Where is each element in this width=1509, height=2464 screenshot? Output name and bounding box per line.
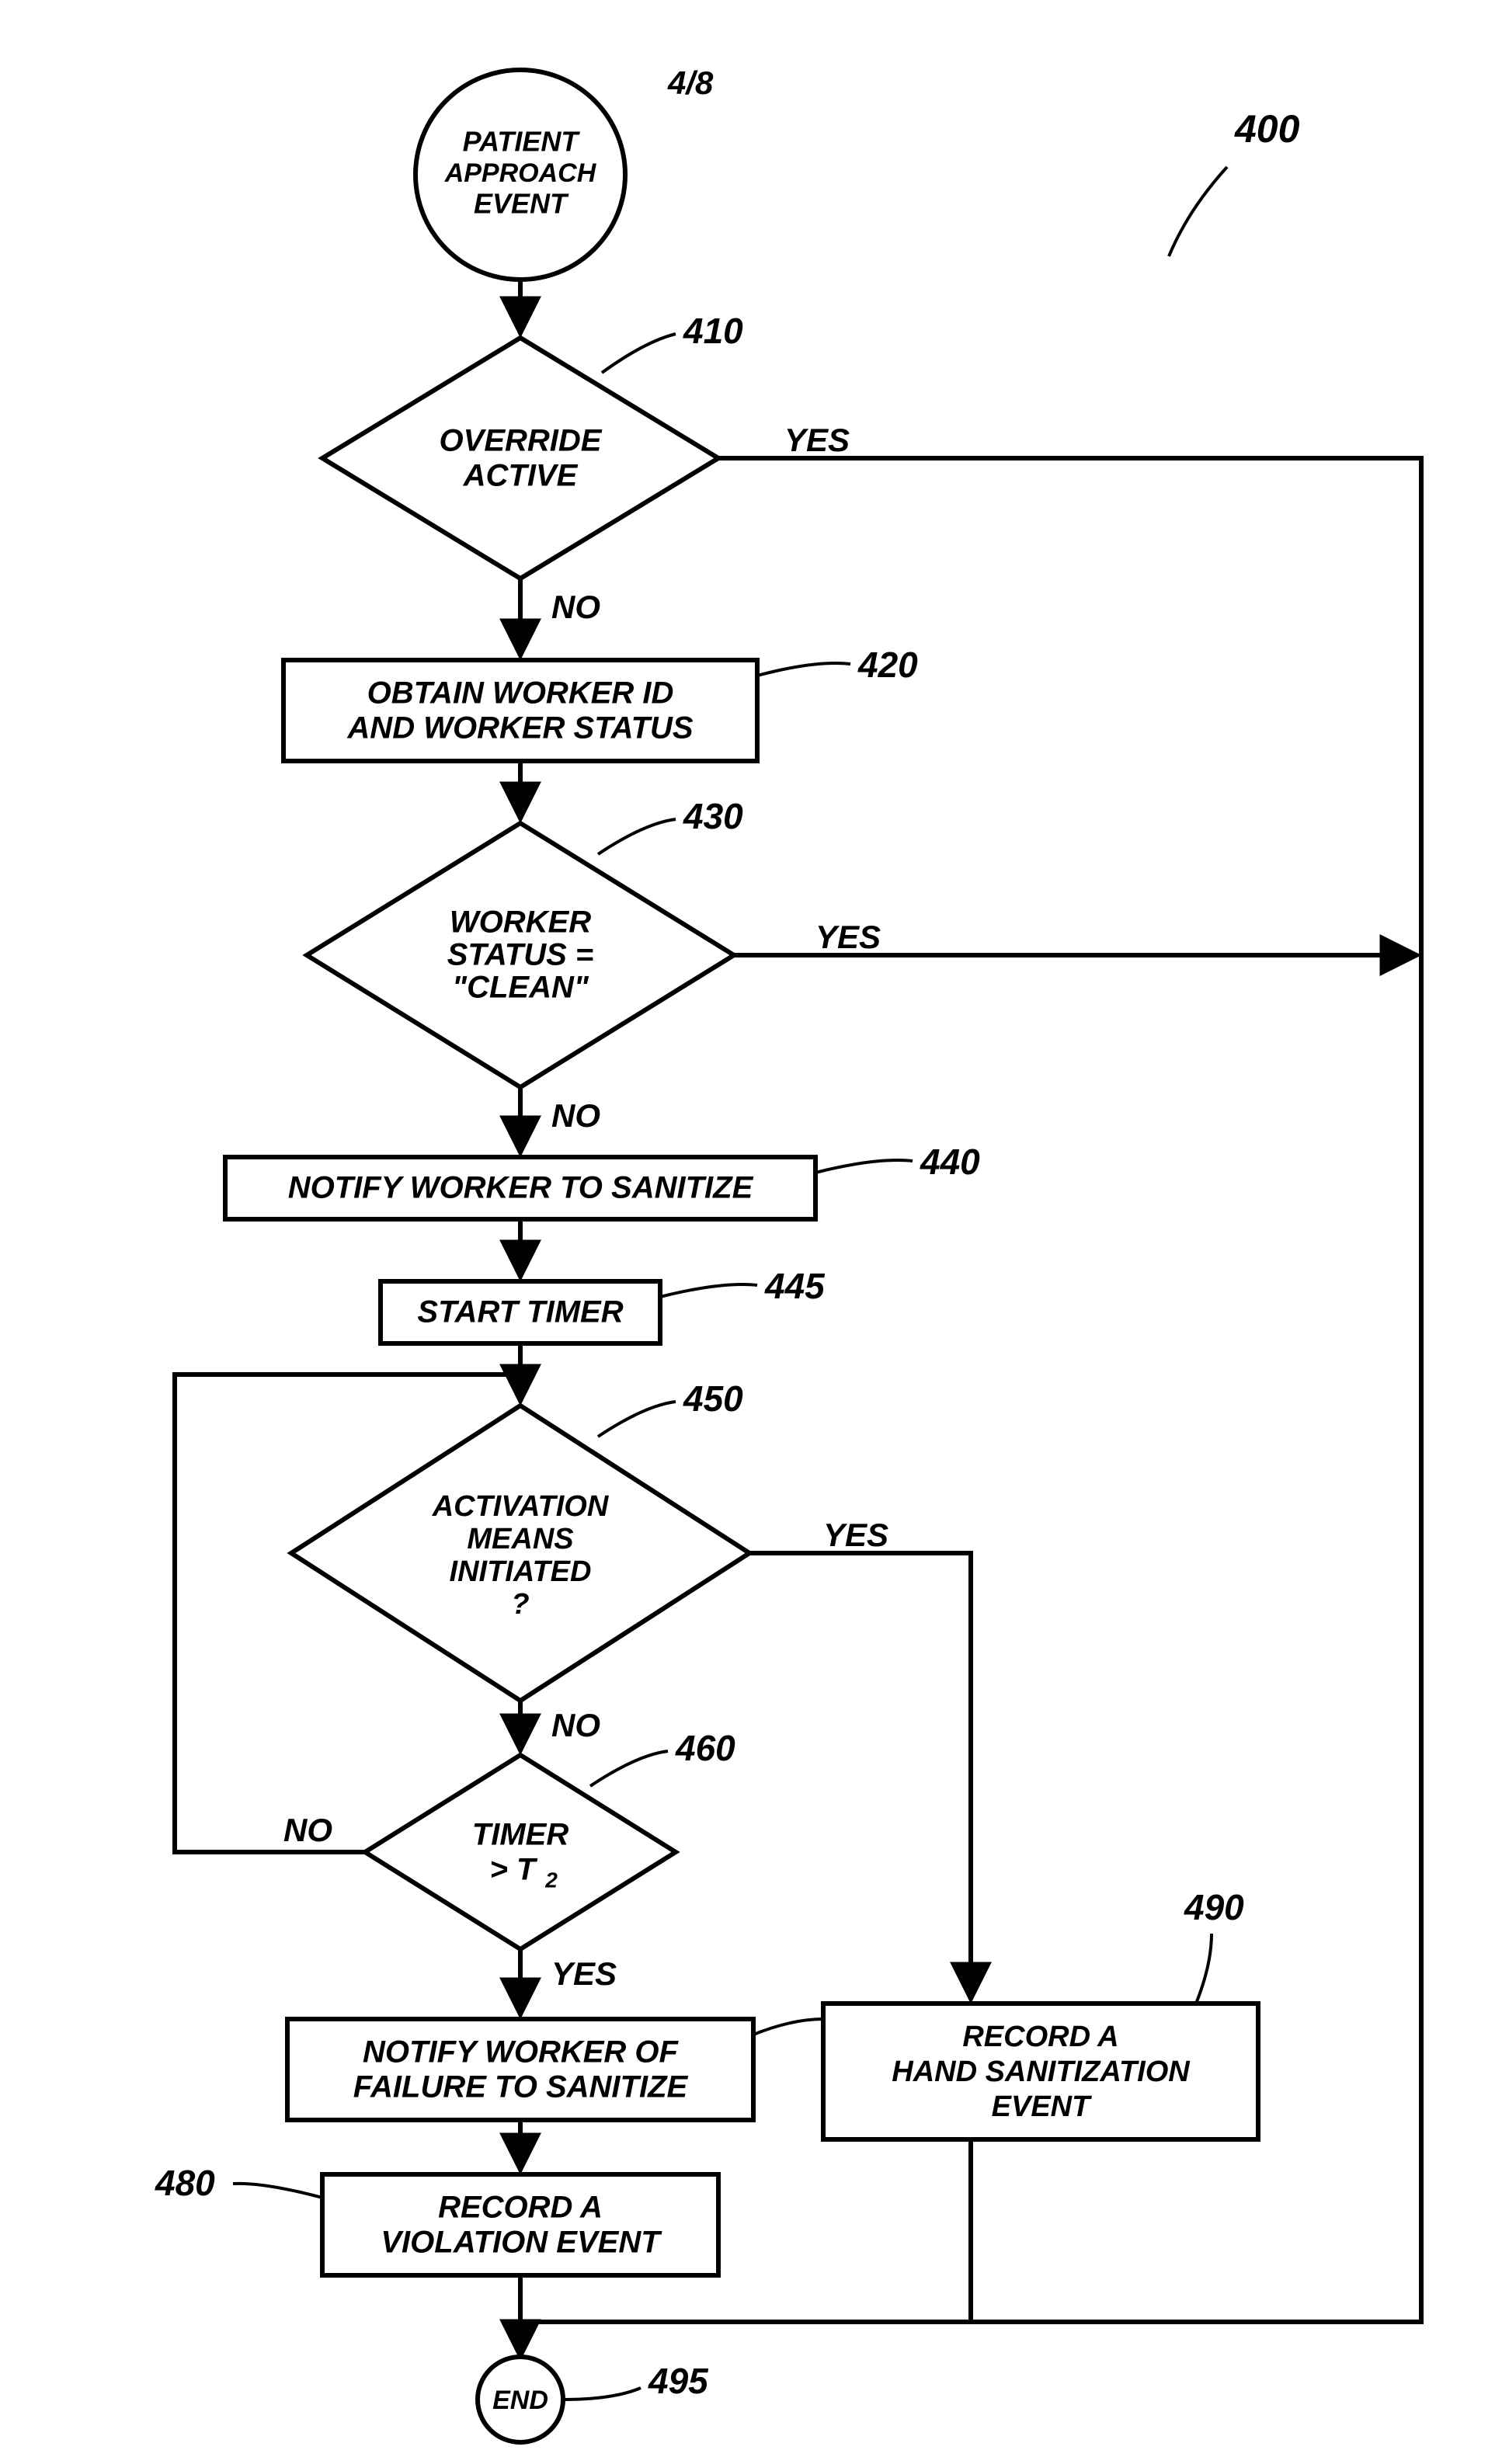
ref-445: 445 (764, 1266, 826, 1306)
ref-420: 420 (857, 645, 918, 685)
svg-text:PATIENT: PATIENT (463, 126, 581, 158)
node-start: PATIENT APPROACH EVENT (415, 70, 625, 280)
svg-text:HAND SANITIZATION: HAND SANITIZATION (892, 2056, 1191, 2088)
ref-480: 480 (155, 2163, 215, 2203)
leader-495 (563, 2388, 641, 2400)
svg-text:NOTIFY WORKER OF: NOTIFY WORKER OF (363, 2035, 679, 2070)
svg-text:OVERRIDE: OVERRIDE (440, 424, 603, 458)
svg-text:ACTIVATION: ACTIVATION (432, 1490, 610, 1523)
node-410: OVERRIDE ACTIVE (322, 338, 718, 579)
label-460-yes: YES (551, 1955, 617, 1992)
svg-text:APPROACH: APPROACH (444, 158, 597, 188)
leader-440 (815, 1160, 913, 1173)
ref-490: 490 (1184, 1887, 1244, 1927)
ref-440: 440 (920, 1142, 980, 1182)
leader-490 (1196, 1934, 1212, 2004)
svg-text:AND WORKER STATUS: AND WORKER STATUS (346, 711, 693, 745)
ref-410: 410 (683, 311, 743, 351)
svg-text:MEANS: MEANS (467, 1523, 573, 1555)
node-end: END (478, 2357, 563, 2442)
node-430: WORKER STATUS = "CLEAN" (307, 823, 734, 1087)
svg-text:NOTIFY WORKER TO SANITIZE: NOTIFY WORKER TO SANITIZE (288, 1171, 754, 1205)
svg-text:TIMER: TIMER (472, 1818, 569, 1852)
ref-430: 430 (683, 796, 743, 836)
svg-text:RECORD A: RECORD A (438, 2191, 603, 2225)
svg-text:STATUS =: STATUS = (447, 938, 594, 972)
node-440: NOTIFY WORKER TO SANITIZE (225, 1157, 815, 1219)
svg-text:RECORD A: RECORD A (962, 2021, 1118, 2053)
node-450: ACTIVATION MEANS INITIATED ? (291, 1406, 749, 1701)
leader-480 (233, 2184, 322, 2198)
edge-450-490 (749, 1553, 971, 2000)
ref-460: 460 (675, 1728, 735, 1768)
figure-ref: 400 (1234, 107, 1300, 151)
leader-470 (753, 2019, 823, 2035)
node-480: RECORD A VIOLATION EVENT (322, 2174, 718, 2275)
leader-420 (757, 663, 850, 676)
label-410-no: NO (551, 589, 600, 625)
leader-445 (660, 1284, 757, 1297)
svg-text:?: ? (511, 1588, 529, 1621)
leader-450 (598, 1402, 676, 1437)
svg-text:START TIMER: START TIMER (417, 1295, 623, 1329)
node-490: RECORD A HAND SANITIZATION EVENT (823, 2004, 1258, 2139)
svg-text:WORKER: WORKER (450, 905, 591, 940)
svg-text:EVENT: EVENT (992, 2090, 1092, 2123)
svg-text:OBTAIN WORKER ID: OBTAIN WORKER ID (367, 676, 674, 711)
svg-text:FAILURE TO SANITIZE: FAILURE TO SANITIZE (353, 2070, 689, 2104)
label-460-no: NO (283, 1812, 332, 1848)
label-430-yes: YES (815, 919, 881, 955)
svg-text:ACTIVE: ACTIVE (463, 459, 579, 493)
svg-text:2: 2 (544, 1868, 558, 1892)
page-ref: 4/8 (667, 64, 714, 101)
svg-text:"CLEAN": "CLEAN" (452, 971, 589, 1005)
leader-460 (590, 1751, 668, 1786)
svg-text:EVENT: EVENT (474, 188, 569, 220)
leader-410 (602, 334, 676, 373)
svg-text:> T: > T (490, 1853, 538, 1887)
svg-text:VIOLATION EVENT: VIOLATION EVENT (381, 2226, 662, 2260)
node-460: TIMER > T 2 (365, 1755, 676, 1949)
ref-495: 495 (648, 2361, 709, 2401)
label-410-yes: YES (784, 422, 850, 458)
node-445: START TIMER (381, 1281, 660, 1343)
label-450-yes: YES (823, 1517, 888, 1553)
leader-400 (1169, 167, 1227, 256)
svg-text:INITIATED: INITIATED (450, 1555, 592, 1588)
leader-430 (598, 819, 676, 854)
ref-450: 450 (683, 1378, 743, 1419)
label-450-no: NO (551, 1707, 600, 1743)
node-420: OBTAIN WORKER ID AND WORKER STATUS (283, 660, 757, 761)
node-470: NOTIFY WORKER OF FAILURE TO SANITIZE (287, 2019, 753, 2120)
svg-text:END: END (492, 2386, 548, 2415)
label-430-no: NO (551, 1097, 600, 1134)
